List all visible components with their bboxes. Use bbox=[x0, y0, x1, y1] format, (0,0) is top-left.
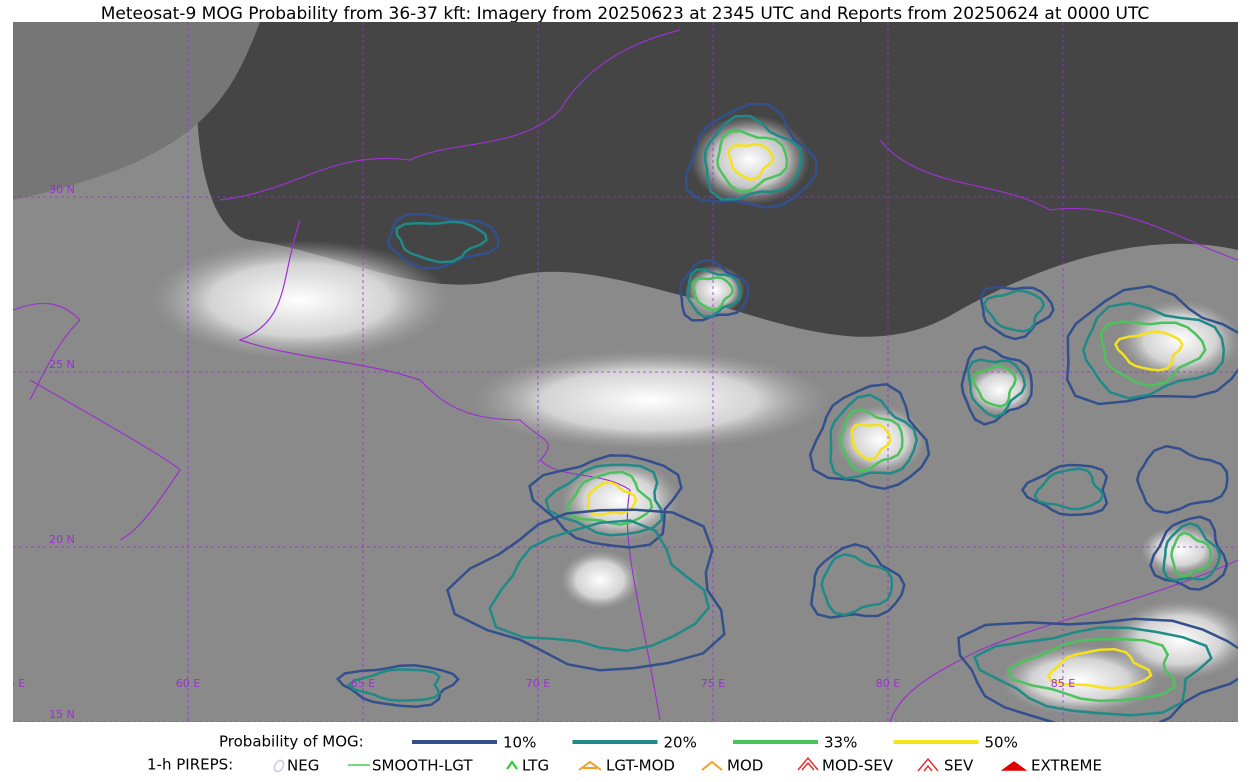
border bbox=[219, 29, 1238, 261]
cloud bbox=[470, 350, 830, 450]
contour bbox=[1006, 637, 1177, 703]
legend-label: EXTREME bbox=[1031, 757, 1102, 775]
legend-label: LTG bbox=[522, 757, 549, 775]
contour bbox=[1099, 320, 1207, 388]
legend-label: SEV bbox=[944, 757, 974, 775]
contour bbox=[346, 668, 441, 702]
lat-label: 25 N bbox=[49, 358, 75, 371]
lon-label: 80 E bbox=[876, 677, 900, 690]
lat-label: 15 N bbox=[49, 708, 75, 721]
contour bbox=[691, 276, 734, 312]
lat-label: 30 N bbox=[49, 183, 75, 196]
contour bbox=[850, 422, 892, 462]
contour bbox=[1149, 515, 1229, 591]
contour bbox=[1113, 330, 1184, 372]
legend-label: MOD bbox=[727, 757, 763, 775]
cloud bbox=[560, 550, 640, 610]
contour bbox=[716, 129, 789, 193]
contour bbox=[829, 393, 918, 480]
contour bbox=[685, 268, 742, 318]
legend-title: 1-h PIREPS: bbox=[147, 756, 233, 774]
cloud bbox=[150, 240, 450, 360]
lon-label: 75 E bbox=[701, 677, 725, 690]
graticule bbox=[13, 22, 1238, 722]
contour bbox=[488, 519, 711, 653]
contour bbox=[960, 345, 1034, 426]
map: 55 E 60 E 65 E 70 E 75 E 80 E 85 E 30 N 25 N 20 N… bbox=[1, 22, 1238, 722]
legend-label: LGT-MOD bbox=[606, 757, 675, 775]
coast bbox=[13, 302, 181, 541]
legend-title: Probability of MOG: bbox=[219, 733, 364, 751]
legend: Probability of MOG: 1-h PIREPS: 10% 20% 33… bbox=[147, 733, 1102, 775]
contour bbox=[982, 289, 1046, 333]
legend-label: NEG bbox=[287, 757, 319, 775]
contour bbox=[1170, 531, 1212, 578]
contour bbox=[566, 470, 654, 526]
contour bbox=[684, 102, 818, 209]
legend-label: 33% bbox=[824, 734, 857, 752]
graticule-labels: 55 E 60 E 65 E 70 E 75 E 80 E 85 E 30 N 25 N 20 N… bbox=[1, 183, 1075, 721]
coast bbox=[238, 219, 661, 721]
legend-label: 20% bbox=[664, 734, 697, 752]
lon-label: 55 E bbox=[1, 677, 25, 690]
lon-label: 70 E bbox=[526, 677, 550, 690]
contour bbox=[395, 220, 488, 264]
contour bbox=[335, 664, 460, 709]
contour bbox=[528, 454, 683, 549]
contour bbox=[1065, 284, 1238, 406]
contour bbox=[1033, 467, 1105, 511]
icon-sev bbox=[917, 757, 939, 772]
contour bbox=[586, 481, 638, 517]
title: Meteosat-9 MOG Probability from 36-37 kf… bbox=[101, 4, 1150, 24]
contour bbox=[971, 364, 1018, 408]
contour bbox=[839, 408, 904, 473]
contour bbox=[1046, 647, 1153, 690]
contour bbox=[544, 463, 664, 537]
coast bbox=[889, 559, 1238, 722]
cloud bbox=[965, 365, 1035, 415]
contour bbox=[1162, 521, 1222, 582]
legend-label: 50% bbox=[985, 734, 1018, 752]
legend-label: 10% bbox=[503, 734, 536, 752]
contour bbox=[727, 142, 775, 181]
contour bbox=[957, 617, 1238, 722]
contour bbox=[445, 508, 726, 672]
grey-region bbox=[13, 22, 260, 200]
contour bbox=[679, 259, 750, 322]
lon-label: 85 E bbox=[1051, 677, 1075, 690]
contour bbox=[808, 383, 931, 490]
icon-neg bbox=[273, 759, 285, 773]
lon-label: 65 E bbox=[351, 677, 375, 690]
cloud bbox=[1000, 645, 1160, 715]
contour bbox=[1082, 301, 1226, 400]
contour bbox=[973, 626, 1213, 717]
lat-label: 20 N bbox=[49, 533, 75, 546]
contour bbox=[703, 114, 804, 201]
cloud bbox=[1140, 525, 1220, 575]
contour bbox=[1135, 444, 1229, 515]
legend-label: MOD-SEV bbox=[822, 757, 894, 775]
contours bbox=[335, 102, 1238, 722]
contour bbox=[1020, 463, 1109, 517]
lon-label: 60 E bbox=[176, 677, 200, 690]
pirep-icons bbox=[273, 756, 1028, 773]
contour bbox=[967, 358, 1027, 419]
contour bbox=[820, 552, 894, 617]
icon-mod bbox=[701, 760, 723, 771]
cloud bbox=[835, 405, 925, 475]
icon-mod-sev bbox=[797, 756, 819, 771]
contour bbox=[387, 212, 500, 270]
icon-ltg bbox=[506, 760, 518, 770]
borders bbox=[13, 29, 1238, 722]
legend-label: SMOOTH-LGT bbox=[372, 757, 473, 775]
icon-extreme bbox=[1000, 761, 1028, 771]
contour bbox=[810, 542, 906, 619]
icon-lgt-mod bbox=[578, 760, 602, 771]
